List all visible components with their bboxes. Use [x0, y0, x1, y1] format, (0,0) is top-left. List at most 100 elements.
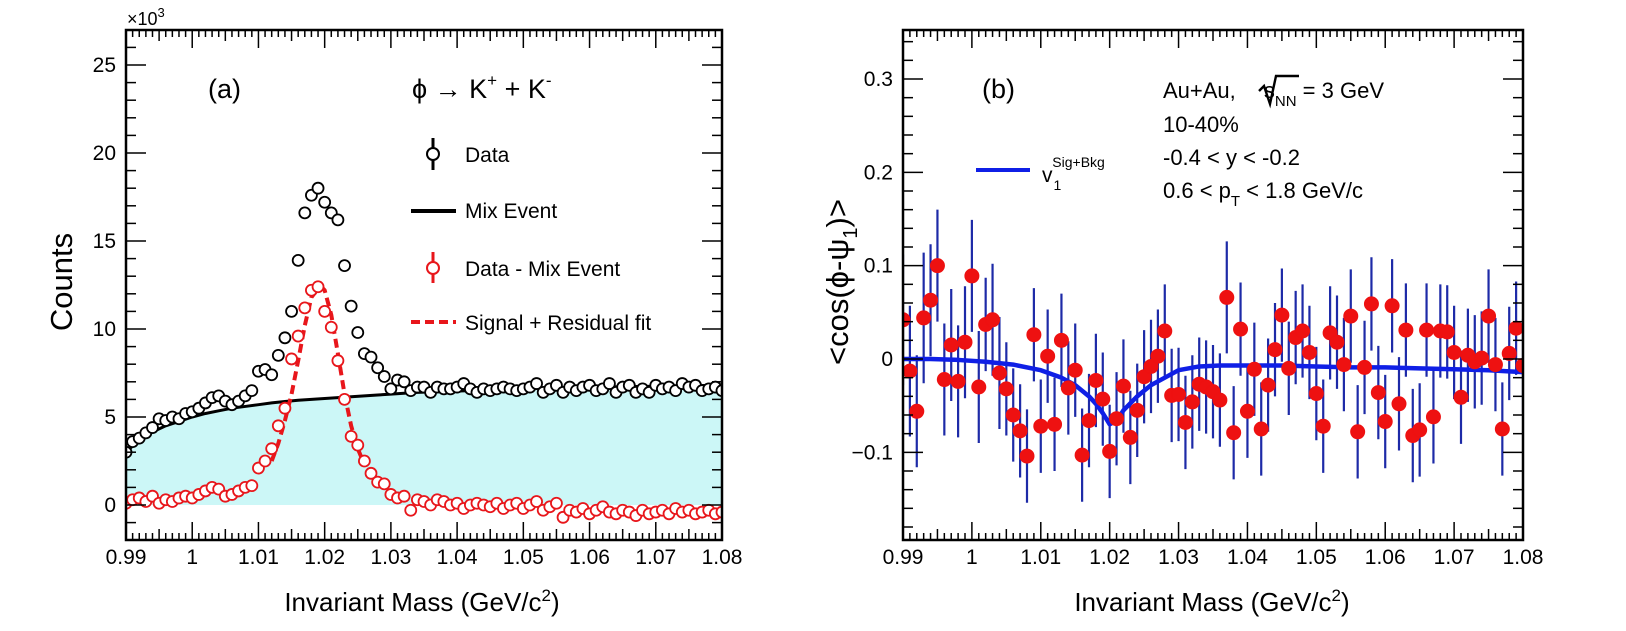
- panel-b-x-tick-label: 1: [966, 546, 978, 569]
- data-point: [923, 292, 939, 308]
- data-point: [1115, 378, 1131, 394]
- data-point: [1088, 372, 1104, 388]
- legend-entry-fit: Signal + Residual fit: [411, 312, 651, 335]
- data-point: [1143, 358, 1159, 374]
- data-point: [1171, 386, 1187, 402]
- panel-a-reaction-label: ϕ → K+ + K-: [412, 71, 552, 104]
- data-point: [1357, 359, 1373, 375]
- data-point: [998, 381, 1014, 397]
- panel-b-x-axis-title: Invariant Mass (GeV/c2): [1074, 586, 1349, 617]
- data-point: [1446, 344, 1462, 360]
- data-point: [1370, 385, 1386, 401]
- data-minus-mix-point: [530, 495, 543, 508]
- panel-b-axes: 0.99 1 1.01 1.02 1.03 1.04 1.05 1.06 1.07 1.08 −0.…: [852, 28, 1543, 569]
- data-point: [1494, 421, 1510, 437]
- panel-b-x-tick-label: 1.02: [1089, 546, 1130, 569]
- panel-b-y-tick-label: 0.3: [864, 68, 893, 91]
- panel-a-axes: 0.99 1 1.01 1.02 1.03 1.04 1.05 1.06 1.07 1.08 0 5 1…: [93, 28, 742, 569]
- legend-entry-mix-event: Mix Event: [411, 200, 557, 223]
- panel-a-y-axis-title: Counts: [44, 233, 79, 331]
- panel-a-x-tick-label: 0.99: [106, 546, 147, 569]
- data-point: [1384, 298, 1400, 314]
- panel-a-x-tick-label: 1: [186, 546, 198, 569]
- data-minus-mix-point: [364, 466, 378, 480]
- legend-label-data-minus-mix: Data - Mix Event: [465, 258, 620, 281]
- data-point: [278, 331, 292, 345]
- panel-a-plot-area: [126, 181, 722, 524]
- data-point: [377, 370, 391, 383]
- data-point: [1026, 327, 1042, 343]
- data-minus-mix-point: [311, 280, 325, 294]
- data-point: [1095, 391, 1111, 407]
- panel-a: 0.99 1 1.01 1.02 1.03 1.04 1.05 1.06 1.07 1.08 0 5 1…: [44, 5, 742, 617]
- data-minus-mix-point: [351, 438, 365, 452]
- data-point: [1040, 348, 1056, 364]
- data-point: [1005, 407, 1021, 423]
- data-point: [916, 310, 932, 326]
- data-point: [1274, 307, 1290, 323]
- sqrt-symbol: [1258, 74, 1299, 109]
- data-point: [371, 361, 385, 375]
- data-point: [245, 384, 259, 398]
- data-point: [530, 377, 543, 390]
- data-point: [1308, 386, 1324, 402]
- data-point: [1157, 323, 1173, 339]
- data-minus-mix-point: [318, 304, 332, 318]
- data-point: [1019, 448, 1035, 464]
- legend-label-fit: Signal + Residual fit: [465, 312, 651, 335]
- panel-a-x-tick-label: 1.06: [569, 546, 610, 569]
- info-line-pt: 0.6 < pT < 1.8 GeV/c: [1163, 178, 1363, 210]
- data-point: [1515, 358, 1523, 374]
- data-point: [1177, 414, 1193, 430]
- mix-event-fill: [126, 385, 722, 505]
- data-point: [903, 363, 918, 379]
- panel-b-info-text: Au+Au, sNN = 3 GeV 10-40% -0.4 < y < -0.…: [1163, 74, 1384, 210]
- data-point: [1219, 289, 1235, 305]
- data-point: [936, 372, 952, 388]
- data-point: [985, 312, 1001, 328]
- panel-a-x-tick-label: 1.03: [370, 546, 411, 569]
- data-minus-mix-point: [245, 479, 259, 493]
- data-minus-mix-point: [271, 419, 285, 433]
- data-point: [1081, 413, 1097, 429]
- data-point: [1453, 389, 1469, 405]
- data-point: [1425, 409, 1441, 425]
- data-minus-mix-point: [397, 489, 411, 503]
- data-point: [1067, 362, 1083, 378]
- data-point: [991, 365, 1007, 381]
- data-point: [1398, 322, 1414, 338]
- data-point: [1329, 334, 1345, 350]
- info-line-rapidity: -0.4 < y < -0.2: [1163, 145, 1300, 170]
- panel-b-y-tick-label: 0: [881, 348, 893, 371]
- legend-entry-data-minus-mix: Data - Mix Event: [426, 252, 620, 283]
- data-point: [971, 379, 987, 395]
- data-point: [603, 377, 616, 390]
- data-point: [298, 206, 312, 220]
- data-point: [344, 299, 358, 313]
- data-point: [1343, 308, 1359, 324]
- data-point: [1074, 447, 1090, 463]
- data-point: [1439, 324, 1455, 340]
- data-point: [291, 253, 305, 267]
- data-point: [1033, 418, 1049, 434]
- panel-a-x-tick-label: 1.04: [437, 546, 478, 569]
- data-point: [1315, 418, 1331, 434]
- panel-b-legend: v1Sig+Bkg: [976, 154, 1105, 193]
- panel-a-x-tick-label: 1.02: [304, 546, 345, 569]
- data-point: [903, 312, 911, 328]
- legend-label-data: Data: [465, 144, 510, 167]
- panel-a-x-axis-title: Invariant Mass (GeV/c2): [284, 586, 559, 617]
- panel-b-plot-area: [903, 209, 1523, 503]
- data-point: [338, 259, 351, 273]
- data-minus-mix-point: [285, 352, 298, 366]
- panel-b-x-tick-label: 1.03: [1158, 546, 1199, 569]
- panel-b-x-tick-label: 1.01: [1020, 546, 1061, 569]
- panel-a-label: (a): [208, 74, 241, 104]
- data-minus-mix-point: [324, 320, 338, 334]
- panel-a-y-tick-label: 15: [93, 230, 116, 253]
- panel-a-y-tick-label: 25: [93, 54, 116, 77]
- data-minus-mix-point: [338, 392, 351, 406]
- info-line-centrality: 10-40%: [1163, 112, 1239, 137]
- data-point: [1412, 422, 1428, 438]
